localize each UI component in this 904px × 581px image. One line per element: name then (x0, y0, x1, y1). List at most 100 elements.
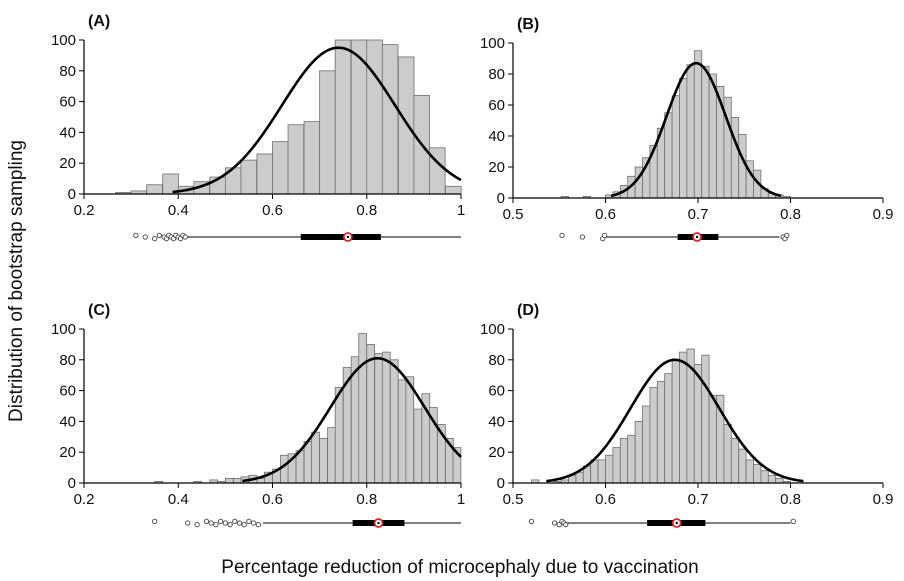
panel-c: 0 20 40 60 80 100 0.2 0.4 0.6 0.8 1 (C) (51, 302, 465, 528)
boxplot-outlier (218, 518, 224, 525)
boxplot-outlier (563, 521, 569, 528)
x-tick-label: 0.8 (780, 491, 801, 508)
y-tick-label: 100 (51, 321, 76, 338)
boxplot-outlier (559, 232, 565, 239)
boxplot-box (300, 234, 381, 240)
histogram-bar (287, 124, 305, 195)
x-tick-label: 0.2 (74, 491, 95, 508)
boxplot-median-dot (675, 521, 678, 525)
boxplot-outlier (182, 234, 188, 240)
boxplot-outlier (194, 521, 200, 528)
histogram-bar (389, 359, 399, 484)
boxplot-outlier (232, 518, 238, 525)
boxplot-outlier (133, 232, 139, 239)
boxplot-outlier (790, 518, 796, 525)
panel-label: (D) (517, 302, 539, 319)
y-tick-label: 80 (488, 66, 505, 83)
histogram-bar (634, 420, 643, 484)
boxplot-outlier (236, 520, 243, 526)
x-tick-label: 0.4 (168, 202, 189, 219)
histogram-bar (642, 405, 651, 484)
boxplot-outlier (152, 235, 158, 242)
x-tick-label: 0.6 (262, 491, 283, 508)
histogram-bar (381, 351, 391, 484)
x-tick-label: 0.6 (595, 206, 616, 223)
histogram-bar (575, 471, 584, 484)
x-tick-label: 0.9 (873, 491, 894, 508)
y-tick-label: 40 (59, 124, 76, 141)
panel-label: (B) (517, 16, 539, 33)
histogram-bar (413, 408, 423, 484)
histogram-bar (760, 470, 769, 484)
histogram-bar (319, 437, 328, 484)
y-tick-label: 0 (497, 475, 505, 492)
boxplot-outlier (784, 232, 790, 239)
x-tick-label: 0.5 (503, 206, 524, 223)
y-tick-label: 0 (497, 190, 505, 207)
y-tick-label: 60 (488, 97, 505, 114)
histogram-bar (701, 354, 710, 484)
histogram-bar (753, 464, 762, 484)
x-tick-label: 0.7 (688, 206, 709, 223)
histogram-bar (671, 95, 680, 199)
histogram-bar (366, 39, 383, 195)
histogram-bar (334, 39, 352, 195)
histogram-bar (701, 65, 710, 199)
panel-d: 0 20 40 60 80 100 0.5 0.6 0.7 0.8 0.9 (D) (480, 302, 894, 528)
histogram-bar (693, 364, 703, 484)
panel-label: (C) (88, 302, 110, 319)
histogram-bar (738, 448, 747, 484)
histogram-bar (405, 376, 415, 484)
histogram-bar (397, 56, 415, 195)
histogram-bar (708, 394, 717, 484)
boxplot-outlier (255, 521, 262, 528)
histogram-bar (232, 477, 242, 484)
y-tick-label: 100 (480, 321, 505, 338)
histogram-bar (303, 121, 321, 195)
histogram-bar (445, 185, 462, 195)
boxplot-outlier (156, 232, 163, 239)
histogram-bar (775, 477, 784, 484)
y-tick-label: 80 (59, 63, 76, 80)
x-tick-label: 0.6 (262, 202, 283, 219)
boxplot-outlier (556, 521, 562, 528)
histogram-bar (311, 431, 320, 484)
histogram-bar (671, 359, 680, 484)
boxplot-outlier (208, 520, 214, 526)
boxplot-outlier (528, 518, 535, 525)
histogram-bar (366, 343, 376, 484)
histogram-bar (272, 141, 289, 195)
histogram-bar (280, 454, 289, 484)
histogram-bar (256, 153, 274, 195)
boxplot-median-dot (695, 235, 699, 239)
histogram-bar (649, 387, 658, 484)
y-tick-label: 0 (68, 186, 76, 203)
boxplot-outlier (142, 234, 148, 240)
y-tick-label: 100 (51, 32, 76, 49)
histogram-bar (597, 459, 606, 484)
x-tick-label: 0.8 (780, 206, 801, 223)
histogram-bar (327, 427, 336, 484)
histogram-bar (381, 44, 399, 195)
x-tick-label: 0.7 (688, 491, 709, 508)
boxplot-outlier (152, 518, 158, 525)
y-tick-label: 60 (488, 383, 505, 400)
histogram-bar (612, 447, 621, 484)
histogram-bar (679, 351, 688, 484)
histogram-bar (686, 64, 695, 199)
panel-label: (A) (88, 13, 110, 30)
panel-a: 0 20 40 60 80 100 0.2 0.4 0.6 0.8 1 (A) (51, 13, 465, 242)
x-tick-label: 1 (457, 491, 465, 508)
normal-fit-curve (172, 46, 462, 194)
histogram-bar (693, 50, 703, 199)
histogram-bar (240, 159, 258, 195)
histogram-bar (745, 459, 754, 484)
histogram-bar (664, 112, 673, 199)
y-tick-label: 60 (59, 94, 76, 111)
histogram-bar (146, 184, 163, 195)
boxplot-outlier (203, 518, 210, 525)
boxplot-outlier (227, 521, 233, 528)
boxplot-outlier (601, 232, 608, 239)
